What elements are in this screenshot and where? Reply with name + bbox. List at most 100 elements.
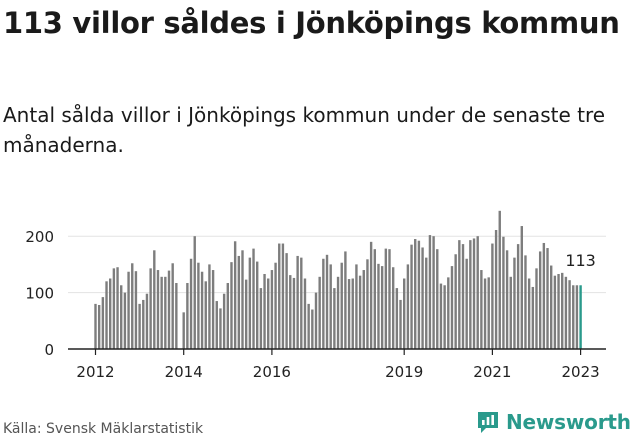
bar xyxy=(406,264,410,349)
bar xyxy=(535,268,538,349)
bar xyxy=(483,278,487,349)
bar xyxy=(564,276,568,349)
bar xyxy=(289,275,292,349)
bar xyxy=(105,281,108,349)
bar xyxy=(553,275,557,349)
x-tick-label: 2021 xyxy=(473,363,511,381)
bar xyxy=(292,277,296,349)
newsworthy-logo-icon xyxy=(478,412,498,433)
bar xyxy=(208,264,211,349)
bar xyxy=(414,239,417,349)
bar xyxy=(358,275,362,349)
bar xyxy=(197,262,200,349)
latest-value-label: 113 xyxy=(565,251,596,270)
bar xyxy=(509,276,512,349)
bar xyxy=(524,255,527,349)
x-tick-label: 2023 xyxy=(562,363,600,381)
bar xyxy=(325,254,329,349)
source-label: Källa: Svensk Mäklarstatistik xyxy=(3,421,204,437)
chart-title: 113 villor såldes i Jönköpings kommun xyxy=(3,6,620,40)
bar xyxy=(487,277,490,349)
bar xyxy=(270,270,274,349)
y-tick-label: 100 xyxy=(25,285,54,303)
bar xyxy=(568,280,571,349)
bar xyxy=(138,303,141,349)
bar xyxy=(160,276,163,349)
bar xyxy=(116,267,119,349)
bar xyxy=(450,266,454,349)
x-tick-label: 2012 xyxy=(76,363,114,381)
bar xyxy=(281,243,285,349)
bar xyxy=(175,283,178,349)
bar xyxy=(355,264,358,349)
bar xyxy=(527,278,531,349)
bar xyxy=(344,251,347,349)
bar xyxy=(230,262,233,349)
bar xyxy=(233,241,237,349)
bar xyxy=(145,293,149,349)
x-tick-label: 2016 xyxy=(253,363,291,381)
bar xyxy=(285,253,288,349)
bar xyxy=(469,240,472,349)
bar xyxy=(120,285,123,349)
bar xyxy=(531,286,535,349)
bar xyxy=(399,299,402,349)
bar xyxy=(546,248,549,349)
bar xyxy=(200,271,204,349)
bar xyxy=(458,240,461,349)
bar xyxy=(149,268,152,349)
bar xyxy=(204,281,207,349)
x-axis: 2012 2014 2016 2019 2021 2023 xyxy=(68,348,606,381)
bar xyxy=(447,277,450,349)
bar xyxy=(575,285,579,349)
bar xyxy=(498,210,501,349)
bar xyxy=(300,257,303,349)
bar xyxy=(550,265,553,349)
bar xyxy=(480,270,483,349)
bar xyxy=(366,259,369,349)
bar xyxy=(502,236,505,349)
bar xyxy=(476,236,479,349)
bar xyxy=(134,271,138,349)
bar xyxy=(395,288,399,349)
bar xyxy=(333,288,336,349)
bar xyxy=(322,258,325,349)
bar xyxy=(226,283,229,349)
bar xyxy=(94,303,97,349)
bar xyxy=(241,250,244,349)
bar xyxy=(186,283,189,349)
bar xyxy=(520,226,523,349)
bar xyxy=(167,270,171,349)
bar xyxy=(267,278,270,349)
bar xyxy=(97,305,101,349)
chart-subtitle: Antal sålda villor i Jönköpings kommun u… xyxy=(3,103,606,157)
bar xyxy=(557,273,560,349)
bar xyxy=(388,249,391,349)
bar xyxy=(561,272,564,349)
bar xyxy=(153,250,156,349)
bar xyxy=(156,270,160,349)
bar xyxy=(384,248,388,349)
bar xyxy=(542,242,546,349)
y-axis-labels: 0 100 200 xyxy=(25,228,54,359)
bar-latest xyxy=(579,285,582,349)
x-tick-label: 2019 xyxy=(385,363,423,381)
bar xyxy=(131,263,134,349)
bar xyxy=(417,240,421,349)
bar xyxy=(421,247,424,349)
bar xyxy=(219,308,222,349)
bar xyxy=(274,262,277,349)
bar xyxy=(425,257,428,349)
bar xyxy=(237,255,241,349)
bar xyxy=(256,261,259,349)
bar xyxy=(538,251,542,349)
bar xyxy=(123,292,127,349)
y-tick-label: 0 xyxy=(44,341,54,359)
bar xyxy=(432,236,435,349)
bar xyxy=(340,262,343,349)
bar xyxy=(329,264,332,349)
bar xyxy=(428,235,432,349)
bar xyxy=(491,243,494,349)
bar xyxy=(303,278,307,349)
